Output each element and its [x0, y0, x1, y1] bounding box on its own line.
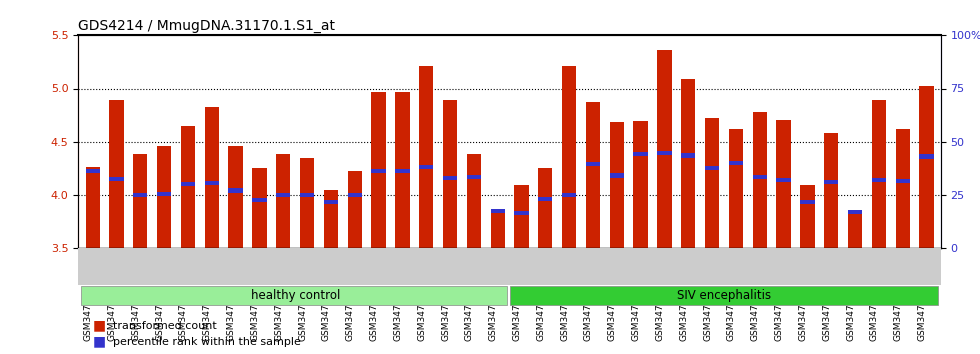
Bar	[872, 178, 886, 182]
Bar	[443, 100, 458, 248]
Text: ■: ■	[93, 319, 106, 333]
Bar	[110, 177, 123, 181]
Bar	[133, 193, 147, 197]
Bar	[443, 176, 458, 180]
Bar	[181, 182, 195, 186]
Bar	[228, 188, 243, 193]
Bar	[419, 165, 433, 169]
FancyBboxPatch shape	[510, 286, 939, 305]
Bar	[110, 100, 123, 248]
Bar	[276, 193, 290, 197]
Bar	[586, 102, 600, 248]
Bar	[562, 66, 576, 248]
Bar	[514, 185, 528, 248]
Bar	[348, 171, 362, 248]
Bar	[538, 197, 553, 201]
FancyBboxPatch shape	[80, 286, 508, 305]
Bar	[896, 179, 909, 183]
Bar	[729, 161, 743, 165]
Bar	[85, 167, 100, 248]
Bar	[681, 79, 696, 248]
Bar	[205, 107, 219, 248]
Bar	[610, 122, 624, 248]
Bar	[323, 190, 338, 248]
Bar	[252, 168, 267, 248]
Text: percentile rank within the sample: percentile rank within the sample	[113, 337, 301, 347]
Bar	[776, 120, 791, 248]
Bar	[300, 158, 315, 248]
Bar	[395, 169, 410, 173]
Bar	[466, 175, 481, 179]
Bar	[610, 173, 624, 178]
Bar	[181, 126, 195, 248]
Bar	[586, 162, 600, 166]
Bar	[705, 118, 719, 248]
Bar	[729, 129, 743, 248]
Bar	[776, 178, 791, 182]
Bar	[491, 211, 505, 248]
Bar	[157, 146, 172, 248]
Bar	[371, 169, 386, 173]
Bar	[133, 154, 147, 248]
Bar	[824, 133, 838, 248]
Bar	[205, 181, 219, 185]
Bar	[633, 121, 648, 248]
Bar	[705, 166, 719, 170]
Bar	[538, 168, 553, 248]
Bar	[919, 86, 934, 248]
Bar	[371, 92, 386, 248]
Bar	[300, 193, 315, 197]
Bar	[872, 100, 886, 248]
Bar	[466, 154, 481, 248]
Bar	[228, 146, 243, 248]
Text: SIV encephalitis: SIV encephalitis	[677, 289, 771, 302]
Bar	[85, 169, 100, 173]
Bar	[419, 66, 433, 248]
Bar	[157, 192, 172, 196]
Bar	[824, 180, 838, 184]
Bar	[896, 129, 909, 248]
Bar	[348, 193, 362, 197]
Bar	[562, 193, 576, 197]
Bar	[633, 152, 648, 156]
Bar	[919, 154, 934, 159]
Text: healthy control: healthy control	[251, 289, 340, 302]
Bar	[848, 210, 862, 214]
Bar	[252, 198, 267, 202]
Text: GDS4214 / MmugDNA.31170.1.S1_at: GDS4214 / MmugDNA.31170.1.S1_at	[78, 19, 335, 33]
Bar	[681, 153, 696, 158]
Bar	[491, 209, 505, 213]
Bar	[658, 50, 671, 248]
Bar	[658, 151, 671, 155]
Bar	[848, 212, 862, 248]
Bar	[801, 185, 814, 248]
Bar	[514, 211, 528, 215]
Bar	[276, 154, 290, 248]
Text: ■: ■	[93, 335, 106, 349]
Bar	[395, 92, 410, 248]
Bar	[801, 200, 814, 204]
Bar	[323, 200, 338, 204]
Bar	[753, 175, 767, 179]
Bar	[753, 112, 767, 248]
Text: transformed count: transformed count	[113, 321, 217, 331]
